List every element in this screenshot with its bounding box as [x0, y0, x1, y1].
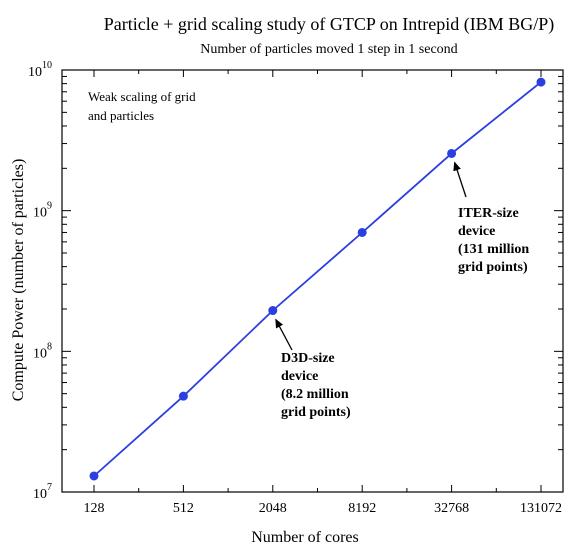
plot-frame [61, 69, 564, 493]
y-tick-label: 109 [33, 201, 52, 221]
chart-title: Particle + grid scaling study of GTCP on… [104, 14, 554, 35]
series-line [93, 81, 542, 477]
data-point [536, 77, 546, 87]
note-line: and particles [88, 108, 154, 123]
data-point [447, 148, 457, 158]
x-tick-label: 2048 [259, 501, 287, 516]
annotation-line: device [458, 224, 495, 239]
annotation-line: (131 million [458, 242, 529, 257]
y-tick-label: 107 [33, 482, 52, 502]
note-layer: Weak scaling of grid and particles [88, 89, 196, 123]
annotation-arrow [275, 318, 293, 351]
x-axis-label: Number of cores [251, 529, 359, 546]
x-tick-label: 128 [84, 501, 105, 516]
annotation-line: grid points) [281, 405, 351, 420]
annotation-line: (8.2 million [281, 387, 349, 402]
data-point [268, 306, 278, 316]
annotation-layer: D3D-size device (8.2 million grid points) IT… [275, 161, 529, 420]
annotation-arrow [453, 161, 467, 198]
data-point [357, 227, 367, 237]
annotation-line: device [281, 369, 318, 384]
x-tick-label: 512 [173, 501, 194, 516]
series-layer [89, 77, 546, 481]
annotation-line: D3D-size [281, 351, 335, 366]
y-tick-label: 108 [33, 341, 52, 361]
x-tick-label: 131072 [520, 501, 562, 516]
x-tick-label: 8192 [348, 501, 376, 516]
note-line: Weak scaling of grid [88, 89, 196, 104]
y-axis-label: Compute Power (number of particles) [10, 159, 27, 402]
x-tick-label: 32768 [434, 501, 469, 516]
y-tick-label: 1010 [28, 60, 52, 80]
data-point [89, 471, 99, 481]
data-point [178, 391, 188, 401]
annotation-line: ITER-size [458, 206, 519, 221]
annotation-line: grid points) [458, 260, 528, 275]
chart-subtitle: Number of particles moved 1 step in 1 se… [200, 42, 457, 57]
